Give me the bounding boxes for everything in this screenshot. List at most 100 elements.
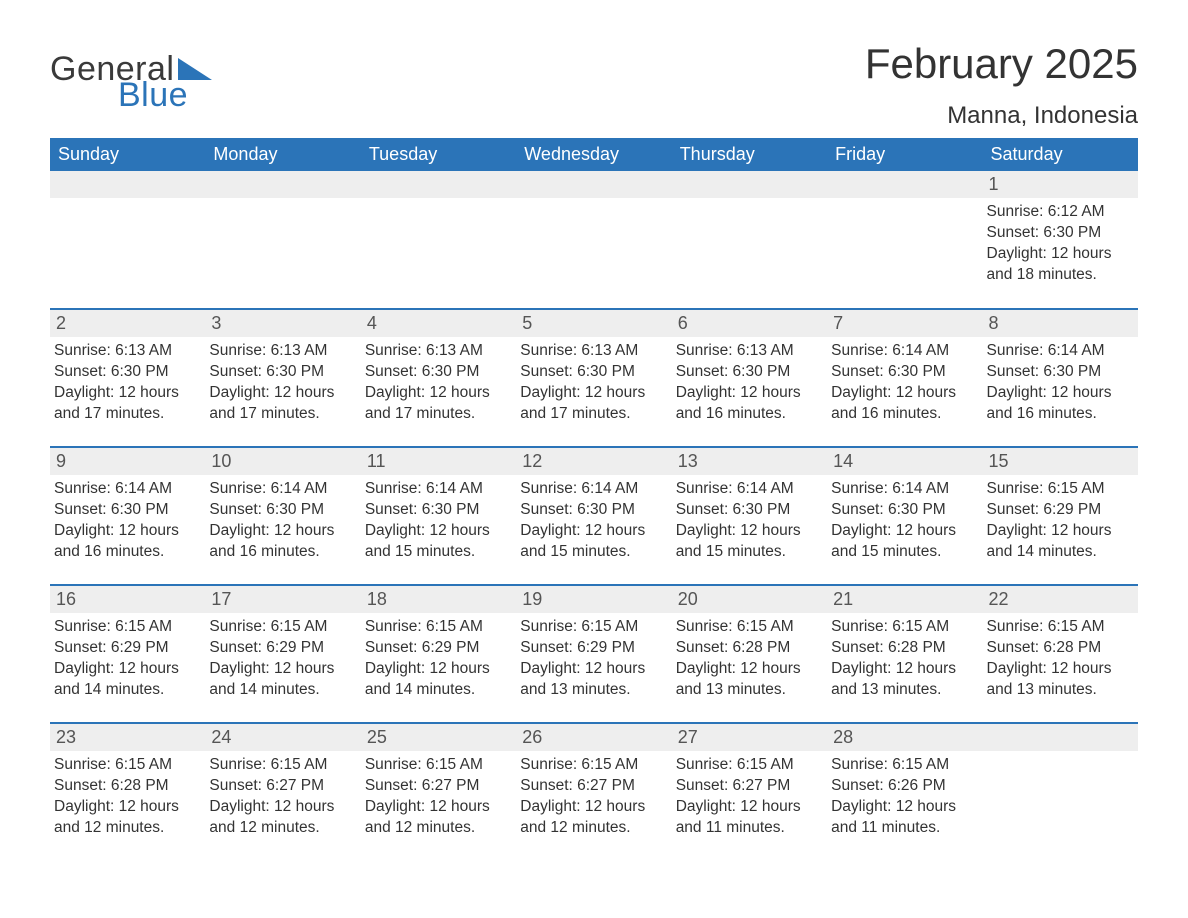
day-detail: Sunrise: 6:15 AMSunset: 6:28 PMDaylight:… [827,613,982,705]
day-number: 2 [50,310,205,337]
sunrise-text: Sunrise: 6:13 AM [54,341,199,362]
day-number [516,171,671,198]
day-cell: 28Sunrise: 6:15 AMSunset: 6:26 PMDayligh… [827,723,982,861]
day-detail [983,751,1138,759]
day-cell: 19Sunrise: 6:15 AMSunset: 6:29 PMDayligh… [516,585,671,723]
day-number: 5 [516,310,671,337]
sunrise-text: Sunrise: 6:15 AM [987,617,1132,638]
daylight-text: Daylight: 12 hours and 18 minutes. [987,244,1132,286]
day-number [827,171,982,198]
sunrise-text: Sunrise: 6:14 AM [209,479,354,500]
sunrise-text: Sunrise: 6:12 AM [987,202,1132,223]
daylight-text: Daylight: 12 hours and 13 minutes. [987,659,1132,701]
day-cell: 26Sunrise: 6:15 AMSunset: 6:27 PMDayligh… [516,723,671,861]
daylight-text: Daylight: 12 hours and 16 minutes. [54,521,199,563]
day-cell: 16Sunrise: 6:15 AMSunset: 6:29 PMDayligh… [50,585,205,723]
sunset-text: Sunset: 6:30 PM [987,362,1132,383]
day-detail: Sunrise: 6:14 AMSunset: 6:30 PMDaylight:… [672,475,827,567]
sunset-text: Sunset: 6:30 PM [831,500,976,521]
day-cell: 5Sunrise: 6:13 AMSunset: 6:30 PMDaylight… [516,309,671,447]
sunset-text: Sunset: 6:30 PM [365,362,510,383]
day-header: Wednesday [516,138,671,171]
day-cell: 20Sunrise: 6:15 AMSunset: 6:28 PMDayligh… [672,585,827,723]
day-detail: Sunrise: 6:15 AMSunset: 6:27 PMDaylight:… [361,751,516,843]
daylight-text: Daylight: 12 hours and 12 minutes. [54,797,199,839]
day-number: 22 [983,586,1138,613]
sunset-text: Sunset: 6:28 PM [831,638,976,659]
day-number: 7 [827,310,982,337]
daylight-text: Daylight: 12 hours and 14 minutes. [365,659,510,701]
day-number: 23 [50,724,205,751]
day-detail: Sunrise: 6:15 AMSunset: 6:28 PMDaylight:… [983,613,1138,705]
daylight-text: Daylight: 12 hours and 12 minutes. [365,797,510,839]
daylight-text: Daylight: 12 hours and 15 minutes. [365,521,510,563]
daylight-text: Daylight: 12 hours and 15 minutes. [831,521,976,563]
sunset-text: Sunset: 6:30 PM [831,362,976,383]
day-number: 17 [205,586,360,613]
day-cell: 23Sunrise: 6:15 AMSunset: 6:28 PMDayligh… [50,723,205,861]
sunrise-text: Sunrise: 6:14 AM [987,341,1132,362]
sunset-text: Sunset: 6:27 PM [676,776,821,797]
day-cell: 27Sunrise: 6:15 AMSunset: 6:27 PMDayligh… [672,723,827,861]
day-number: 4 [361,310,516,337]
day-number: 27 [672,724,827,751]
sunrise-text: Sunrise: 6:15 AM [676,755,821,776]
daylight-text: Daylight: 12 hours and 14 minutes. [209,659,354,701]
brand-logo: General Blue [50,40,212,112]
sunrise-text: Sunrise: 6:13 AM [676,341,821,362]
sunrise-text: Sunrise: 6:15 AM [520,617,665,638]
day-header: Friday [827,138,982,171]
sunrise-text: Sunrise: 6:14 AM [365,479,510,500]
day-detail: Sunrise: 6:15 AMSunset: 6:29 PMDaylight:… [516,613,671,705]
day-detail: Sunrise: 6:15 AMSunset: 6:29 PMDaylight:… [205,613,360,705]
daylight-text: Daylight: 12 hours and 13 minutes. [831,659,976,701]
sunset-text: Sunset: 6:27 PM [365,776,510,797]
day-cell [827,171,982,309]
day-number: 15 [983,448,1138,475]
sunrise-text: Sunrise: 6:13 AM [520,341,665,362]
sunset-text: Sunset: 6:28 PM [987,638,1132,659]
day-number: 28 [827,724,982,751]
day-cell: 24Sunrise: 6:15 AMSunset: 6:27 PMDayligh… [205,723,360,861]
sunrise-text: Sunrise: 6:15 AM [54,755,199,776]
daylight-text: Daylight: 12 hours and 13 minutes. [676,659,821,701]
day-detail: Sunrise: 6:15 AMSunset: 6:29 PMDaylight:… [50,613,205,705]
day-cell: 21Sunrise: 6:15 AMSunset: 6:28 PMDayligh… [827,585,982,723]
day-detail [361,198,516,206]
day-cell: 10Sunrise: 6:14 AMSunset: 6:30 PMDayligh… [205,447,360,585]
day-cell [672,171,827,309]
day-detail: Sunrise: 6:13 AMSunset: 6:30 PMDaylight:… [516,337,671,429]
daylight-text: Daylight: 12 hours and 13 minutes. [520,659,665,701]
week-row: 2Sunrise: 6:13 AMSunset: 6:30 PMDaylight… [50,309,1138,447]
day-detail: Sunrise: 6:12 AMSunset: 6:30 PMDaylight:… [983,198,1138,290]
daylight-text: Daylight: 12 hours and 17 minutes. [54,383,199,425]
day-cell: 3Sunrise: 6:13 AMSunset: 6:30 PMDaylight… [205,309,360,447]
week-row: 23Sunrise: 6:15 AMSunset: 6:28 PMDayligh… [50,723,1138,861]
sunset-text: Sunset: 6:27 PM [209,776,354,797]
day-detail: Sunrise: 6:13 AMSunset: 6:30 PMDaylight:… [672,337,827,429]
daylight-text: Daylight: 12 hours and 12 minutes. [520,797,665,839]
day-cell: 7Sunrise: 6:14 AMSunset: 6:30 PMDaylight… [827,309,982,447]
sunset-text: Sunset: 6:30 PM [209,362,354,383]
sunrise-text: Sunrise: 6:14 AM [831,479,976,500]
location-label: Manna, Indonesia [865,102,1138,130]
day-number [205,171,360,198]
daylight-text: Daylight: 12 hours and 16 minutes. [676,383,821,425]
sunrise-text: Sunrise: 6:15 AM [54,617,199,638]
day-number: 11 [361,448,516,475]
day-cell [50,171,205,309]
day-detail [672,198,827,206]
day-detail: Sunrise: 6:13 AMSunset: 6:30 PMDaylight:… [361,337,516,429]
daylight-text: Daylight: 12 hours and 16 minutes. [831,383,976,425]
sunrise-text: Sunrise: 6:13 AM [365,341,510,362]
day-detail: Sunrise: 6:14 AMSunset: 6:30 PMDaylight:… [361,475,516,567]
day-cell: 13Sunrise: 6:14 AMSunset: 6:30 PMDayligh… [672,447,827,585]
title-block: February 2025 Manna, Indonesia [865,40,1138,130]
day-detail: Sunrise: 6:14 AMSunset: 6:30 PMDaylight:… [516,475,671,567]
sunrise-text: Sunrise: 6:15 AM [676,617,821,638]
sunrise-text: Sunrise: 6:15 AM [209,755,354,776]
daylight-text: Daylight: 12 hours and 17 minutes. [520,383,665,425]
daylight-text: Daylight: 12 hours and 16 minutes. [209,521,354,563]
day-detail [516,198,671,206]
week-row: 1Sunrise: 6:12 AMSunset: 6:30 PMDaylight… [50,171,1138,309]
